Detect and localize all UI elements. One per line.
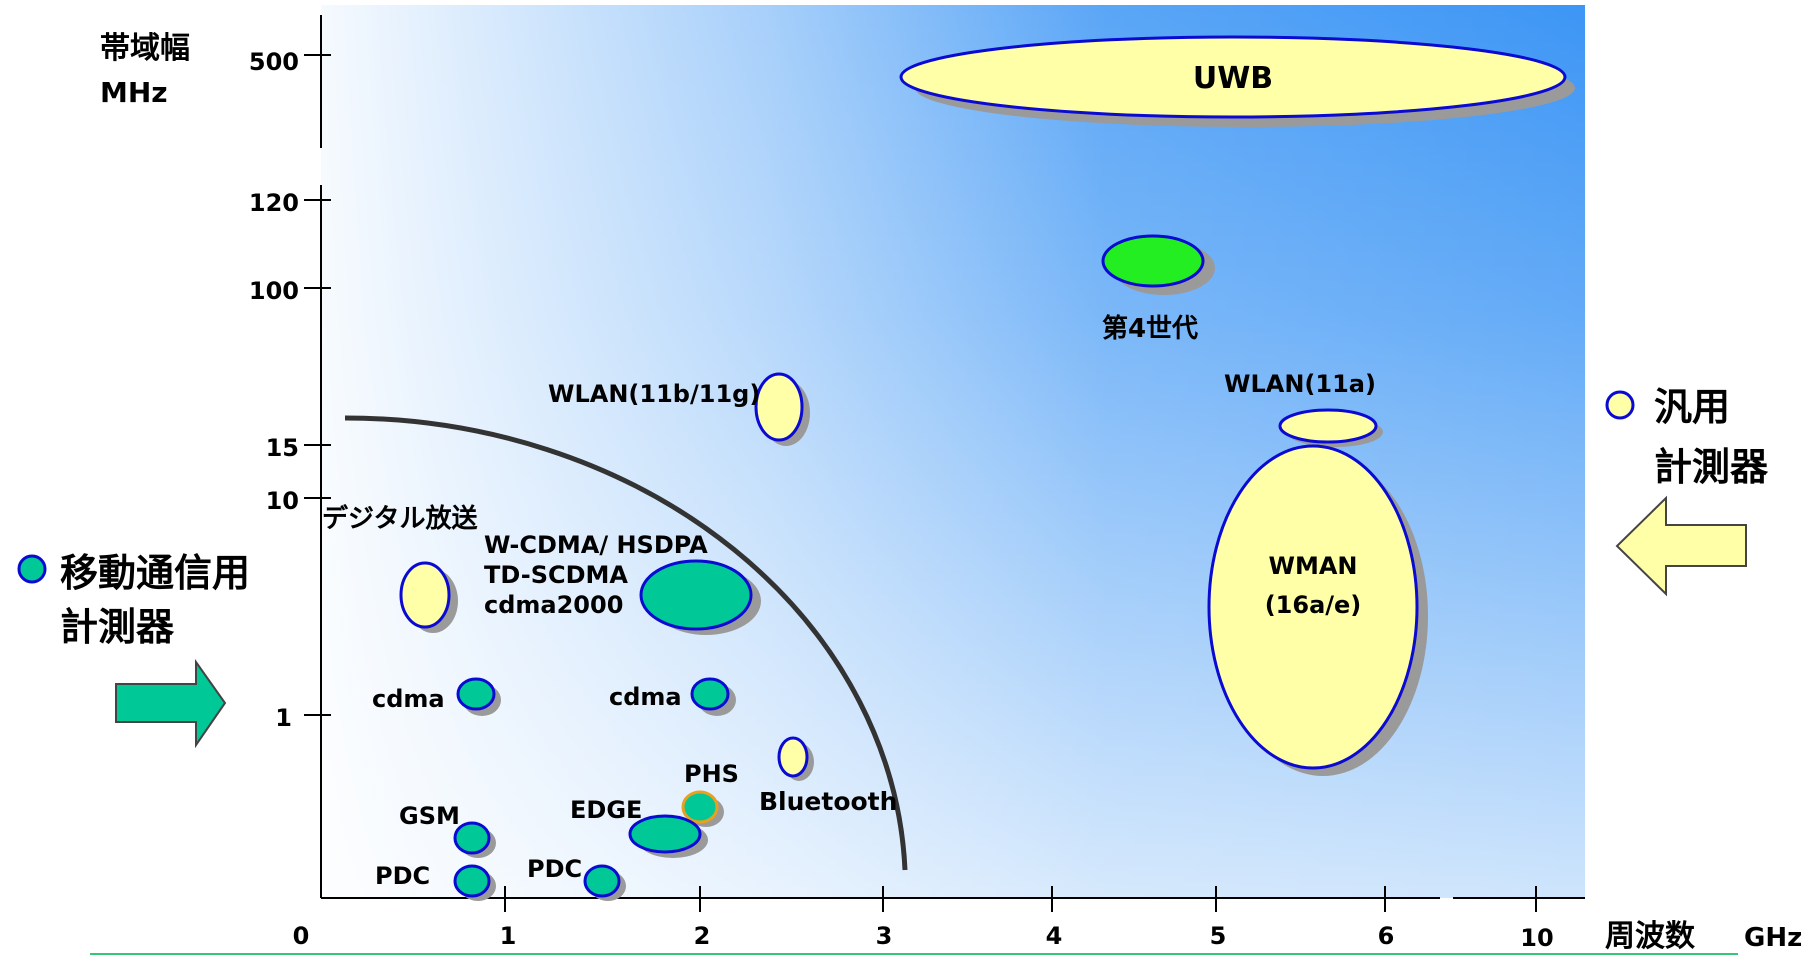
x-tick-1: 1 <box>500 922 517 950</box>
phs-label: PHS <box>684 760 739 788</box>
axis-titles: 帯域幅 MHz 周波数 GHz <box>100 31 1802 954</box>
plot-background <box>321 5 1585 898</box>
gen4-bubble: 第4世代 <box>1101 234 1215 344</box>
mobile-region-boundary-arc <box>344 415 908 871</box>
y-tick-1: 1 <box>275 704 292 732</box>
bluetooth-label: Bluetooth <box>759 787 897 816</box>
wcdma-label-line3: cdma2000 <box>484 591 623 619</box>
x-tick-5: 5 <box>1210 922 1227 950</box>
edge-label: EDGE <box>570 796 642 824</box>
wman-bubble: WMAN (16a/e) <box>1207 444 1428 776</box>
x-axis-unit: GHz <box>1744 923 1802 953</box>
x-tick-6: 6 <box>1378 922 1395 950</box>
cdma-right-bubble: cdma <box>609 677 736 716</box>
wcdma-label-line2: TD-SCDMA <box>484 561 628 589</box>
gsm-bubble: GSM <box>399 802 496 858</box>
y-axis-title-line2: MHz <box>100 76 168 109</box>
legend-general-marker <box>1605 390 1635 420</box>
wman-label-line1: WMAN <box>1268 552 1357 580</box>
y-tick-500: 500 <box>249 48 299 76</box>
pdc-right-bubble: PDC <box>527 855 626 901</box>
cdma-left-label: cdma <box>372 685 445 713</box>
y-tick-10: 10 <box>266 487 299 515</box>
legend-general-line2: 計測器 <box>1654 445 1769 489</box>
x-tick-3: 3 <box>876 922 893 950</box>
gen4-label: 第4世代 <box>1102 313 1198 344</box>
wman-label-line2: (16a/e) <box>1265 591 1362 619</box>
bluetooth-bubble: Bluetooth <box>759 736 897 816</box>
legend-mobile-marker <box>17 554 47 584</box>
x-tick-4: 4 <box>1046 922 1063 950</box>
digital-broadcast-label: デジタル放送 <box>322 503 477 534</box>
y-tick-120: 120 <box>249 189 299 217</box>
wlan-11a-bubble: WLAN(11a) <box>1224 370 1383 447</box>
x-tick-10: 10 <box>1520 924 1553 952</box>
phs-bubble: PHS <box>681 760 739 827</box>
legend-mobile-line1: 移動通信用 <box>60 551 250 595</box>
cdma-left-bubble: cdma <box>372 677 501 716</box>
uwb-label: UWB <box>1193 61 1273 96</box>
digital-broadcast-bubble: デジタル放送 <box>322 503 477 633</box>
tick-labels: 500 120 100 15 10 1 0 1 2 3 4 5 6 10 <box>249 48 1554 952</box>
wcdma-label-line1: W-CDMA/ HSDPA <box>484 531 708 559</box>
legend-mobile: 移動通信用 計測器 <box>17 551 250 749</box>
pdc-right-label: PDC <box>527 855 582 883</box>
legend-mobile-arrow <box>115 658 227 749</box>
axes <box>304 15 1585 912</box>
uwb-bubble: UWB <box>899 35 1575 127</box>
x-axis-title: 周波数 <box>1605 919 1696 954</box>
x-tick-0: 0 <box>293 922 310 950</box>
gsm-label: GSM <box>399 802 460 830</box>
legend-general-line1: 汎用 <box>1654 385 1730 429</box>
cdma-right-label: cdma <box>609 683 682 711</box>
legend-mobile-line2: 計測器 <box>60 605 175 649</box>
y-tick-100: 100 <box>249 277 299 305</box>
pdc-left-bubble: PDC <box>375 862 496 901</box>
edge-bubble: EDGE <box>570 796 708 858</box>
pdc-left-label: PDC <box>375 862 430 890</box>
y-axis-title-line1: 帯域幅 <box>100 31 190 66</box>
wlan-11a-label: WLAN(11a) <box>1224 370 1376 398</box>
y-tick-15: 15 <box>266 434 299 462</box>
legend-general: 汎用 計測器 <box>1605 385 1769 597</box>
wlan-11bg-label: WLAN(11b/11g) <box>548 380 760 408</box>
wlan-11bg-bubble: WLAN(11b/11g) <box>548 372 810 446</box>
legend-general-arrow <box>1615 495 1747 597</box>
wcdma-bubble: W-CDMA/ HSDPA TD-SCDMA cdma2000 <box>484 531 761 635</box>
x-tick-2: 2 <box>694 922 711 950</box>
